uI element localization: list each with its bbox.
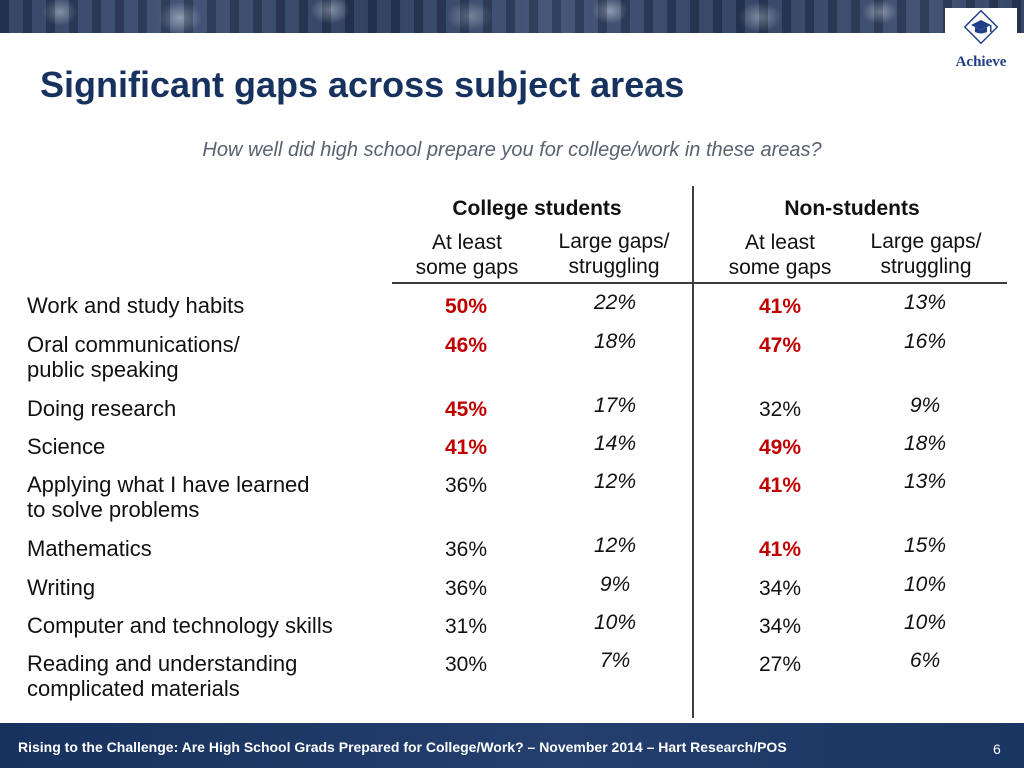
column-header-non-large-gaps: Large gaps/struggling: [870, 230, 982, 278]
table-cell: 41%: [758, 474, 802, 497]
table-cell: 12%: [593, 534, 637, 557]
nonstudent-header-rule: [694, 282, 1007, 284]
column-header-college-large-gaps: Large gaps/struggling: [558, 230, 670, 278]
row-label: Computer and technology skills: [27, 613, 333, 638]
table-cell: 41%: [758, 538, 802, 561]
table-cell: 41%: [758, 295, 802, 318]
survey-question: How well did high school prepare you for…: [202, 139, 822, 161]
table-cell: 6%: [909, 649, 941, 672]
table-cell: 18%: [593, 330, 637, 353]
row-label: Applying what I have learned to solve pro…: [27, 472, 310, 522]
column-header-college-at-least-some-gaps: At least some gaps: [415, 231, 519, 279]
table-cell: 30%: [444, 653, 488, 676]
row-label: Writing: [27, 575, 96, 600]
column-divider: [692, 186, 694, 718]
achieve-logo: Achieve: [945, 8, 1017, 76]
group-header-college-students: College students: [452, 197, 622, 220]
row-label: Science: [27, 434, 106, 459]
table-cell: 36%: [444, 474, 488, 497]
table-cell: 15%: [903, 534, 947, 557]
footer-bar: [0, 723, 1024, 768]
table-cell: 31%: [444, 615, 488, 638]
table-cell: 49%: [758, 436, 802, 459]
table-cell: 27%: [758, 653, 802, 676]
column-header-non-at-least-some-gaps: At least some gaps: [728, 231, 832, 279]
footer-source-text: Rising to the Challenge: Are High School…: [18, 739, 787, 755]
row-label: Reading and understanding complicated mat…: [27, 651, 298, 701]
table-cell: 18%: [903, 432, 947, 455]
row-label: Doing research: [27, 396, 177, 421]
graduation-cap-icon: [964, 10, 998, 44]
table-cell: 47%: [758, 334, 802, 357]
table-cell: 34%: [758, 577, 802, 600]
table-cell: 46%: [444, 334, 488, 357]
table-cell: 36%: [444, 577, 488, 600]
table-cell: 41%: [444, 436, 488, 459]
table-cell: 10%: [593, 611, 637, 634]
page-number: 6: [993, 741, 1001, 757]
table-cell: 16%: [903, 330, 947, 353]
table-cell: 12%: [593, 470, 637, 493]
table-cell: 17%: [593, 394, 637, 417]
table-cell: 22%: [593, 291, 637, 314]
page-title: Significant gaps across subject areas: [40, 64, 685, 105]
table-cell: 14%: [593, 432, 637, 455]
table-cell: 36%: [444, 538, 488, 561]
row-label: Work and study habits: [27, 293, 245, 318]
table-cell: 45%: [444, 398, 488, 421]
table-cell: 34%: [758, 615, 802, 638]
table-cell: 10%: [903, 573, 947, 596]
logo-text: Achieve: [955, 54, 1007, 70]
group-header-non-students: Non-students: [784, 197, 920, 220]
table-cell: 7%: [599, 649, 631, 672]
row-label: Mathematics: [27, 536, 152, 561]
table-cell: 32%: [758, 398, 802, 421]
row-label: Oral communications/public speaking: [27, 332, 240, 382]
table-cell: 9%: [599, 573, 631, 596]
table-cell: 9%: [909, 394, 941, 417]
header-photo-banner: [0, 0, 1024, 33]
table-cell: 13%: [903, 291, 947, 314]
college-header-rule: [392, 282, 692, 284]
table-cell: 10%: [903, 611, 947, 634]
table-cell: 50%: [444, 295, 488, 318]
table-cell: 13%: [903, 470, 947, 493]
